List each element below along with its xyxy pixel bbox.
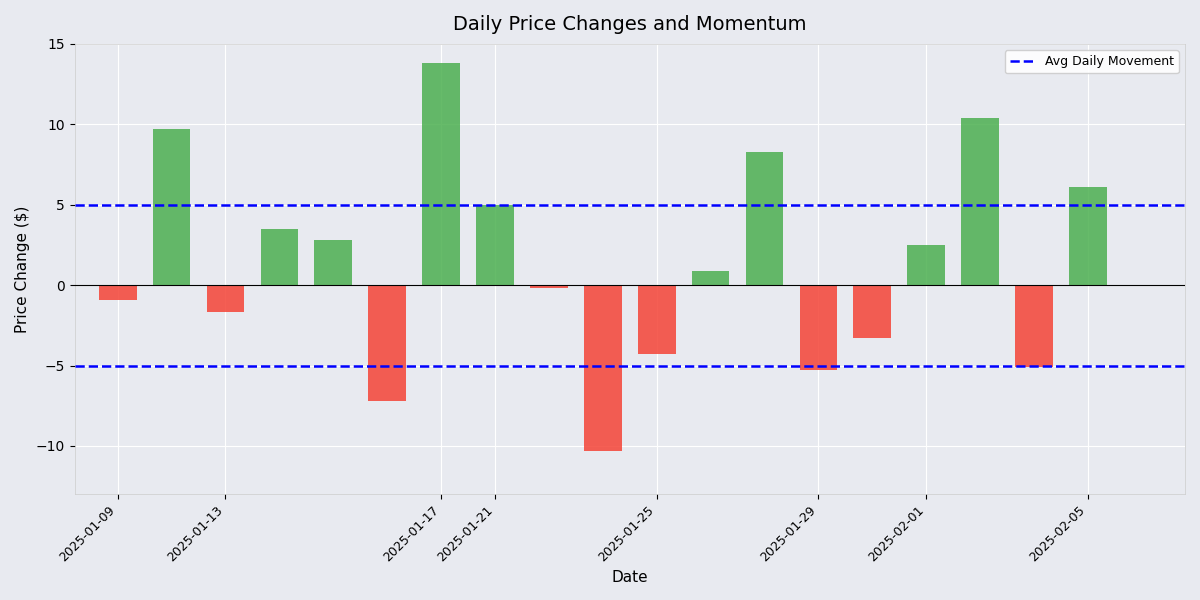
Bar xyxy=(1069,187,1106,285)
Bar xyxy=(476,205,514,285)
Bar xyxy=(961,118,1000,285)
Bar xyxy=(530,285,568,289)
Title: Daily Price Changes and Momentum: Daily Price Changes and Momentum xyxy=(454,15,806,34)
Bar xyxy=(907,245,946,285)
Bar xyxy=(314,240,352,285)
X-axis label: Date: Date xyxy=(612,570,648,585)
Bar xyxy=(638,285,676,354)
Bar xyxy=(422,63,460,285)
Bar xyxy=(98,285,137,299)
Avg Daily Movement xyxy=(110,201,125,208)
Bar xyxy=(691,271,730,285)
Bar xyxy=(799,285,838,370)
Y-axis label: Price Change ($): Price Change ($) xyxy=(14,205,30,333)
Legend: Avg Daily Movement: Avg Daily Movement xyxy=(1004,50,1178,73)
Bar xyxy=(584,285,622,451)
Bar xyxy=(1015,285,1052,367)
Bar xyxy=(368,285,406,401)
Bar xyxy=(853,285,892,338)
Avg Daily Movement xyxy=(164,201,179,208)
Bar xyxy=(745,152,784,285)
Bar xyxy=(206,285,245,313)
Bar xyxy=(260,229,299,285)
Bar xyxy=(152,129,191,285)
